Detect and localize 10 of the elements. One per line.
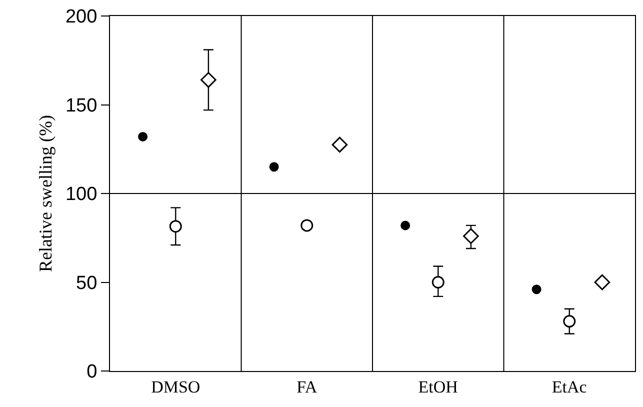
y-tick-label: 50 bbox=[76, 272, 98, 294]
x-tick-label: EtAc bbox=[552, 377, 588, 396]
y-tick-label: 0 bbox=[86, 362, 98, 383]
y-axis-title: Relative swelling (%) bbox=[36, 115, 56, 272]
x-tick-label: FA bbox=[296, 377, 318, 396]
y-tick-label: 100 bbox=[65, 184, 98, 206]
x-tick-label: DMSO bbox=[151, 377, 200, 396]
y-tick-label: 200 bbox=[65, 6, 98, 28]
y-tick-label: 150 bbox=[65, 95, 98, 116]
x-tick-label: EtOH bbox=[418, 377, 458, 396]
